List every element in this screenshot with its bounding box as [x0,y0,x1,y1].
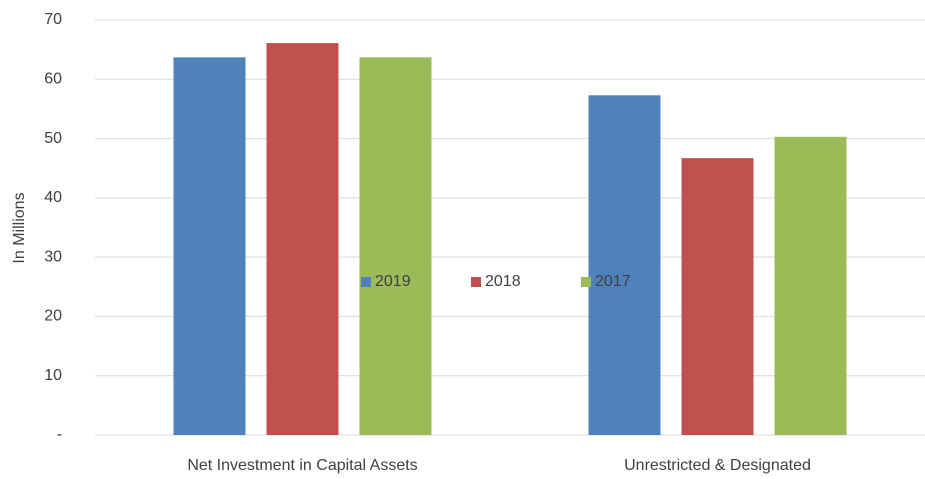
y-tick-label: 20 [44,308,62,325]
bar [681,158,754,435]
y-tick-label: 70 [44,11,62,28]
y-tick-label: 60 [44,71,62,88]
legend-swatch [361,277,371,287]
bar [173,57,246,435]
y-tick-label: 10 [44,367,62,384]
bar [588,95,661,436]
y-axis-label: In Millions [11,192,28,263]
x-tick-label: Net Investment in Capital Assets [187,457,417,474]
legend-label: 2019 [375,273,411,290]
bar [774,136,847,436]
y-tick-label: - [57,426,62,443]
legend-label: 2017 [595,273,631,290]
y-tick-label: 40 [44,189,62,206]
x-tick-label: Unrestricted & Designated [624,457,811,474]
legend-swatch [581,277,591,287]
legend-label: 2018 [485,273,521,290]
y-tick-label: 50 [44,130,62,147]
y-tick-label: 30 [44,248,62,265]
legend-swatch [471,277,481,287]
bar [359,57,432,435]
bar [266,43,339,435]
